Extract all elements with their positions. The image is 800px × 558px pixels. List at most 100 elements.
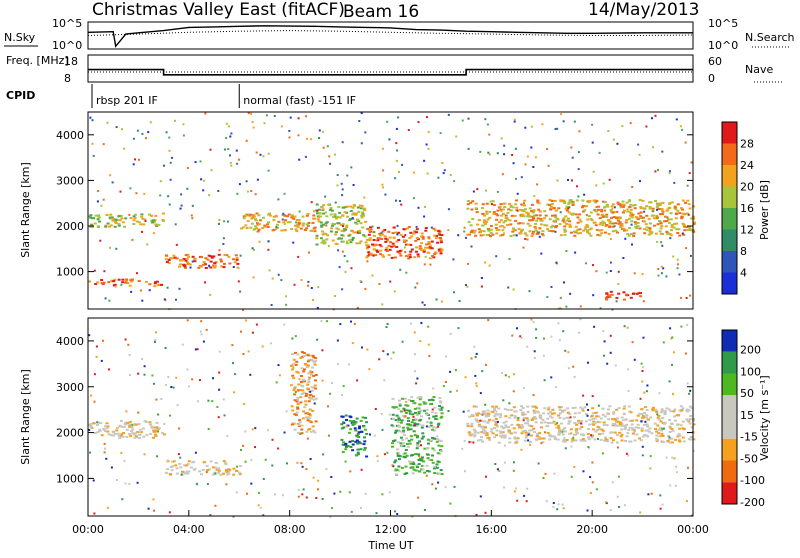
- scatter-cell: [577, 151, 580, 154]
- scatter-cell: [673, 206, 677, 209]
- scatter-cell: [561, 433, 565, 436]
- scatter-cell: [341, 393, 343, 396]
- scatter-cell: [687, 203, 691, 206]
- colorbar-frame: [721, 329, 738, 505]
- scatter-cell: [102, 143, 105, 146]
- scatter-cell: [346, 215, 350, 218]
- scatter-cell: [363, 436, 366, 439]
- scatter-cell: [653, 422, 657, 425]
- scatter-cell: [356, 306, 359, 309]
- scatter-cell: [496, 413, 500, 416]
- scatter-cell: [643, 412, 646, 414]
- scatter-cell: [614, 229, 618, 232]
- scatter-cell: [439, 241, 443, 244]
- scatter-cell: [350, 320, 352, 323]
- scatter-cell: [361, 416, 365, 419]
- scatter-cell: [600, 214, 604, 217]
- scatter-cell: [658, 213, 662, 216]
- scatter-cell: [143, 373, 146, 376]
- scatter-cell: [659, 411, 663, 414]
- scatter-cell: [681, 199, 685, 202]
- scatter-cell: [321, 379, 324, 382]
- scatter-cell: [644, 429, 648, 432]
- scatter-cell: [481, 224, 484, 227]
- scatter-cell: [345, 445, 349, 448]
- scatter-cell: [228, 262, 232, 265]
- scatter-cell: [676, 232, 680, 234]
- x-tick-label: 08:00: [274, 523, 306, 536]
- scatter-cell: [132, 137, 135, 140]
- scatter-cell: [121, 128, 123, 131]
- scatter-cell: [218, 219, 221, 221]
- scatter-cell: [660, 432, 664, 435]
- scatter-cell: [187, 470, 191, 473]
- scatter-cell: [504, 216, 508, 219]
- scatter-cell: [494, 413, 498, 415]
- scatter-cell: [153, 433, 157, 436]
- scatter-cell: [569, 199, 573, 202]
- scatter-cell: [131, 428, 135, 431]
- scatter-cell: [631, 292, 635, 295]
- scatter-cell: [631, 243, 633, 246]
- scatter-cell: [254, 193, 257, 196]
- scatter-cell: [306, 419, 310, 422]
- scatter-cell: [638, 199, 642, 201]
- scatter-cell: [349, 218, 352, 220]
- scatter-cell: [351, 238, 354, 241]
- scatter-cell: [222, 243, 225, 245]
- scatter-cell: [548, 433, 552, 436]
- scatter-cell: [386, 120, 389, 123]
- scatter-cell: [480, 277, 483, 279]
- scatter-cell: [130, 280, 134, 283]
- scatter-cell: [172, 254, 176, 257]
- scatter-cell: [277, 273, 280, 276]
- scatter-cell: [92, 479, 95, 482]
- scatter-cell: [437, 439, 441, 442]
- scatter-cell: [152, 436, 155, 439]
- scatter-cell: [605, 501, 607, 504]
- scatter-cell: [601, 224, 604, 227]
- scatter-cell: [167, 195, 170, 198]
- scatter-cell: [661, 201, 665, 204]
- scatter-cell: [171, 257, 174, 260]
- scatter-cell: [123, 459, 126, 462]
- scatter-cell: [435, 463, 439, 466]
- scatter-cell: [148, 213, 151, 216]
- scatter-cell: [492, 212, 496, 215]
- scatter-cell: [567, 207, 570, 210]
- scatter-cell: [633, 221, 637, 224]
- scatter-cell: [304, 395, 308, 397]
- scatter-cell: [384, 248, 388, 251]
- scatter-cell: [520, 203, 524, 206]
- scatter-cell: [357, 441, 361, 444]
- scatter-cell: [251, 121, 254, 123]
- scatter-cell: [637, 426, 641, 429]
- scatter-cell: [321, 239, 325, 242]
- scatter-cell: [468, 441, 471, 444]
- scatter-cell: [378, 283, 381, 285]
- scatter-cell: [543, 379, 546, 382]
- scatter-cell: [109, 434, 113, 437]
- scatter-cell: [381, 147, 384, 150]
- scatter-cell: [134, 432, 137, 435]
- scatter-cell: [629, 233, 633, 236]
- scatter-cell: [485, 210, 489, 213]
- scatter-cell: [150, 219, 154, 222]
- scatter-cell: [136, 431, 140, 433]
- scatter-cell: [528, 441, 532, 443]
- scatter-cell: [574, 230, 578, 233]
- scatter-cell: [130, 290, 133, 293]
- scatter-cell: [548, 438, 552, 441]
- scatter-cell: [437, 248, 441, 251]
- scatter-cell: [513, 410, 517, 413]
- scatter-cell: [167, 376, 170, 378]
- scatter-cell: [203, 179, 206, 182]
- scatter-cell: [322, 223, 326, 226]
- scatter-cell: [137, 423, 141, 425]
- scatter-cell: [160, 397, 163, 400]
- scatter-cell: [561, 440, 565, 443]
- scatter-cell: [670, 201, 674, 204]
- scatter-cell: [406, 227, 409, 230]
- scatter-cell: [410, 235, 414, 238]
- scatter-cell: [413, 256, 417, 259]
